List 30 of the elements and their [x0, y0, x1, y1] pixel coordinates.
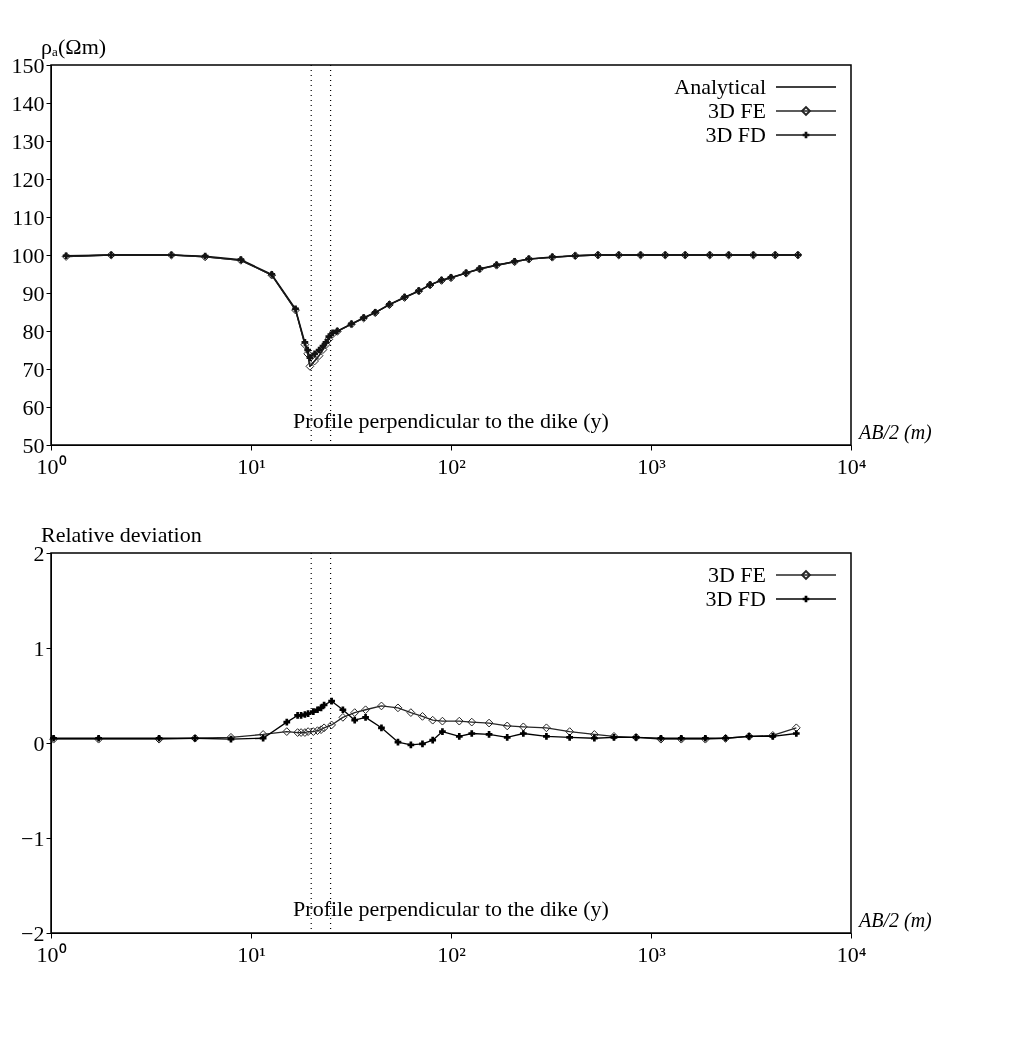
y-tick-label: 1 — [33, 635, 45, 661]
y-tick-label: 0 — [33, 730, 45, 756]
y-axis-title: Relative deviation — [41, 522, 202, 547]
y-tick-label: 90 — [22, 280, 45, 306]
y-tick-label: 140 — [11, 90, 45, 116]
legend-label: 3D FE — [707, 98, 766, 123]
x-axis-title: AB/2 (m) — [857, 421, 933, 444]
x-axis-title: AB/2 (m) — [857, 909, 933, 932]
y-tick-label: 80 — [22, 318, 45, 344]
annotation: Profile perpendicular to the dike (y) — [293, 896, 609, 921]
x-tick-label: 10³ — [637, 453, 667, 479]
x-tick-label: 10¹ — [237, 453, 266, 479]
legend-label: 3D FE — [707, 562, 766, 587]
legend-label: Analytical — [674, 74, 766, 99]
annotation: Profile perpendicular to the dike (y) — [293, 408, 609, 433]
y-tick-label: 110 — [12, 204, 45, 230]
x-tick-label: 10¹ — [237, 941, 266, 967]
legend-label: 3D FD — [705, 586, 766, 611]
x-tick-label: 10⁴ — [836, 941, 867, 967]
y-tick-label: 60 — [22, 394, 45, 420]
x-tick-label: 10⁴ — [836, 453, 867, 479]
y-tick-label: 70 — [22, 356, 45, 382]
legend-label: 3D FD — [705, 122, 766, 147]
y-tick-label: −1 — [21, 825, 45, 851]
y-tick-label: 120 — [11, 166, 45, 192]
x-tick-label: 10³ — [637, 941, 667, 967]
x-tick-label: 10² — [437, 453, 467, 479]
y-tick-label: 100 — [11, 242, 45, 268]
x-tick-label: 10² — [437, 941, 467, 967]
y-tick-label: 130 — [11, 128, 45, 154]
